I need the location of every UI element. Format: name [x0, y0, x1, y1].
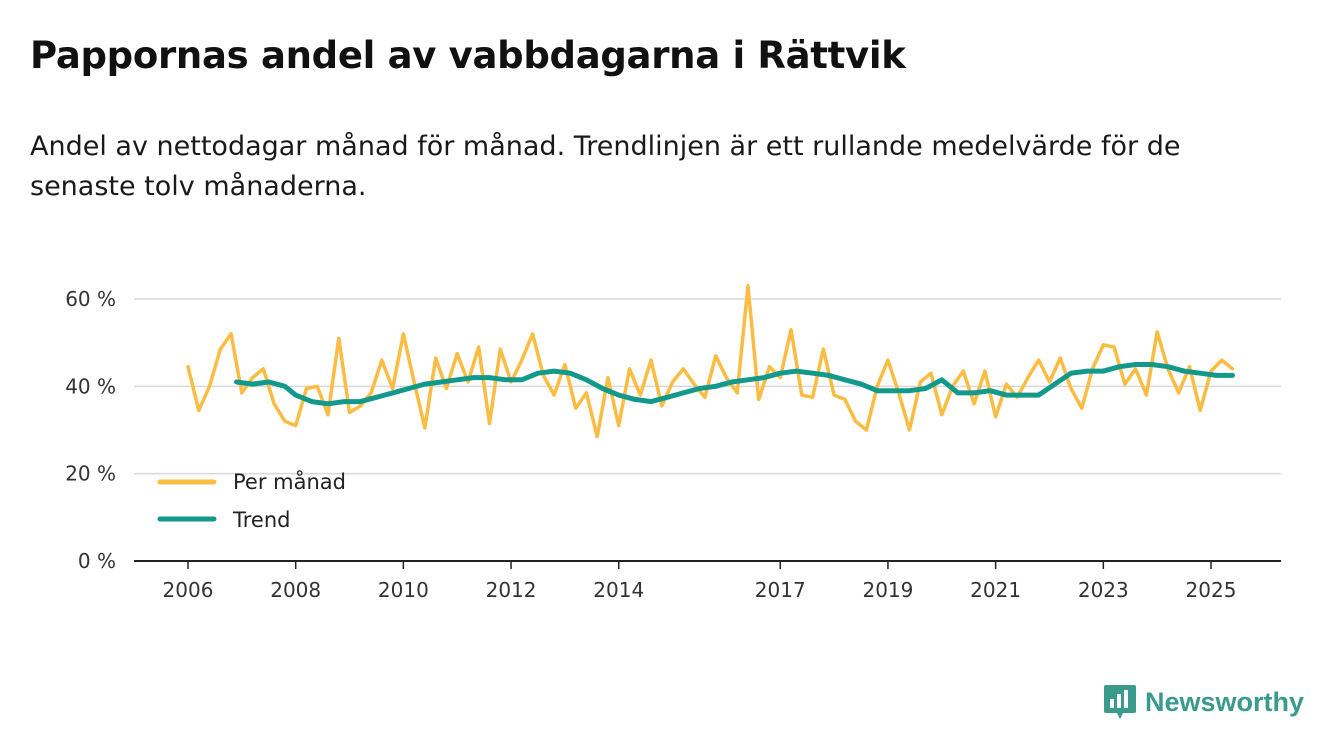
x-tick-label: 2010: [378, 578, 429, 602]
x-tick-label: 2006: [163, 578, 214, 602]
chart-title: Pappornas andel av vabbdagarna i Rättvik: [30, 34, 906, 77]
x-tick-label: 2012: [486, 578, 537, 602]
x-tick-label: 2019: [862, 578, 913, 602]
legend: Per månad Trend: [157, 469, 346, 532]
x-tick-label: 2023: [1078, 578, 1129, 602]
y-tick-label: 60 %: [65, 287, 116, 311]
series-layer: [186, 284, 1235, 439]
series-line-trend: [234, 362, 1235, 407]
legend-label-per-manad: Per månad: [233, 469, 346, 494]
x-tick-label: 2014: [593, 578, 644, 602]
x-axis-ticks: 2006 2008 2010 2012 2014 2017 2019 2021 2023 2025: [163, 561, 1237, 602]
y-tick-label: 0 %: [78, 549, 116, 573]
y-axis-ticks: 0 % 20 % 40 % 60 %: [65, 287, 116, 573]
y-tick-label: 20 %: [65, 462, 116, 486]
brand-name: Newsworthy: [1145, 686, 1305, 717]
chart-subtitle: Andel av nettodagar månad för månad. Tre…: [30, 131, 1181, 202]
x-tick-label: 2017: [755, 578, 806, 602]
newsworthy-logo-icon: [1104, 685, 1136, 719]
series-line-per-manad: [186, 284, 1235, 439]
x-tick-label: 2021: [970, 578, 1021, 602]
y-tick-label: 40 %: [65, 374, 116, 398]
legend-label-trend: Trend: [232, 508, 290, 532]
x-tick-label: 2025: [1186, 578, 1237, 602]
x-tick-label: 2008: [270, 578, 321, 602]
brand-logo: Newsworthy: [1103, 683, 1304, 721]
